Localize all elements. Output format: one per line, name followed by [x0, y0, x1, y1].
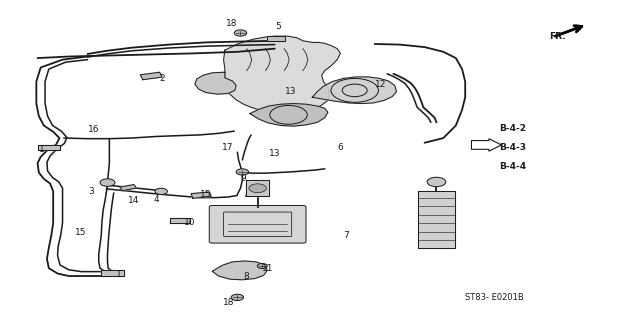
Text: ST83- E0201B: ST83- E0201B [465, 293, 524, 302]
Polygon shape [247, 180, 269, 196]
Text: 18: 18 [224, 298, 235, 307]
Text: 2: 2 [159, 74, 165, 83]
FancyArrow shape [471, 139, 501, 151]
Text: 5: 5 [275, 22, 280, 31]
Text: 9: 9 [241, 174, 247, 183]
Polygon shape [224, 36, 340, 114]
Polygon shape [191, 192, 211, 198]
Circle shape [234, 30, 247, 36]
Circle shape [257, 263, 268, 268]
Polygon shape [212, 261, 268, 280]
Text: 14: 14 [128, 196, 140, 205]
Polygon shape [195, 72, 236, 94]
Text: 10: 10 [184, 218, 196, 227]
Circle shape [100, 179, 115, 186]
Polygon shape [268, 36, 285, 41]
Text: 8: 8 [243, 272, 249, 281]
Text: FR.: FR. [550, 32, 566, 41]
Text: B-4-3: B-4-3 [499, 143, 527, 152]
Polygon shape [250, 104, 328, 126]
Text: 16: 16 [87, 125, 99, 134]
Text: 13: 13 [269, 149, 280, 158]
Circle shape [236, 169, 248, 175]
Text: 18: 18 [226, 19, 238, 28]
Polygon shape [38, 145, 60, 150]
Text: 3: 3 [88, 187, 94, 196]
Polygon shape [101, 270, 124, 276]
Circle shape [155, 188, 168, 195]
Text: 15: 15 [75, 228, 87, 236]
Circle shape [249, 184, 266, 193]
Text: 11: 11 [262, 264, 274, 273]
Text: 1: 1 [39, 145, 45, 154]
Text: 6: 6 [337, 143, 343, 152]
FancyBboxPatch shape [209, 205, 306, 243]
Polygon shape [120, 185, 136, 191]
Text: 7: 7 [343, 231, 349, 240]
Circle shape [427, 177, 446, 187]
Text: B-4-4: B-4-4 [499, 162, 527, 171]
Circle shape [231, 294, 243, 300]
Text: 4: 4 [153, 195, 159, 204]
Text: 1: 1 [116, 270, 122, 279]
Polygon shape [419, 191, 455, 248]
Text: 17: 17 [222, 143, 233, 152]
Polygon shape [140, 72, 162, 80]
Text: B-4-2: B-4-2 [499, 124, 527, 133]
Text: 13: 13 [285, 86, 297, 95]
Polygon shape [170, 218, 190, 223]
Text: 15: 15 [200, 190, 211, 199]
Text: 12: 12 [375, 80, 386, 89]
Polygon shape [312, 77, 396, 104]
